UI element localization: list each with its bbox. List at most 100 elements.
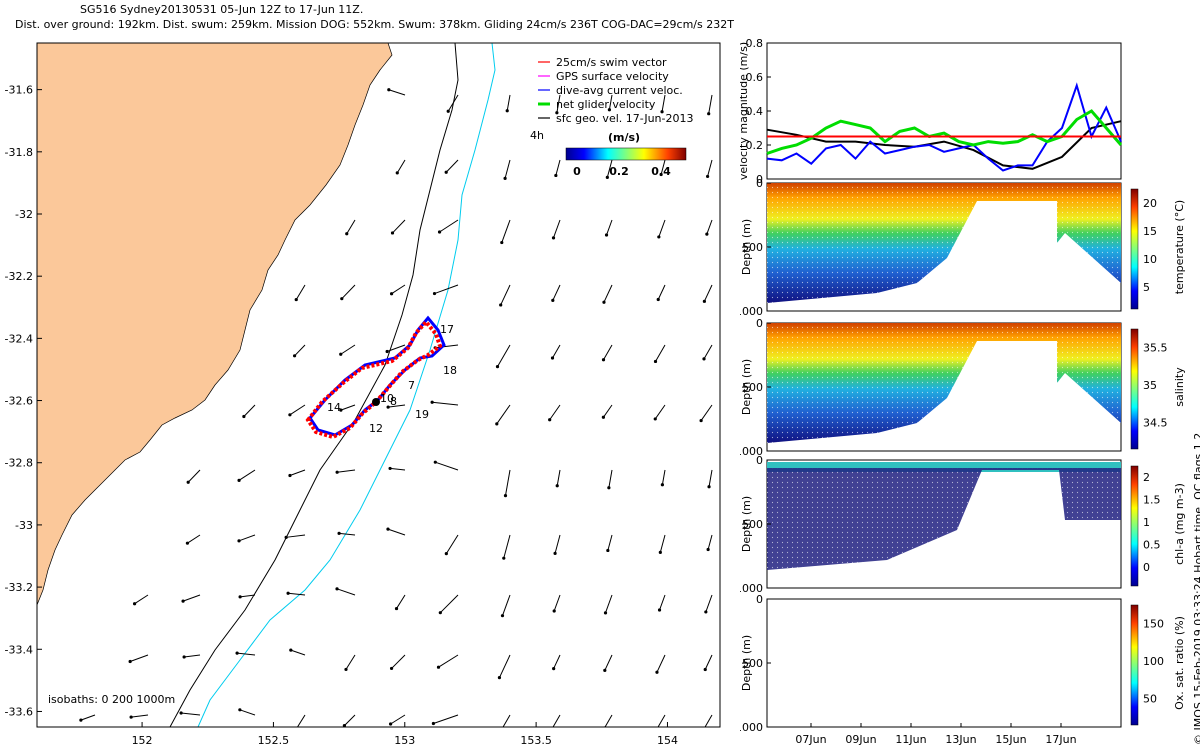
map-xtick: 152 xyxy=(132,734,153,747)
current-arrow xyxy=(704,654,713,670)
depth-tick: 1000 xyxy=(740,305,763,318)
current-arrow xyxy=(556,469,561,486)
current-arrow xyxy=(503,534,511,559)
current-arrow xyxy=(387,528,406,536)
legend-entry: net glider velocity xyxy=(556,98,656,111)
current-arrow xyxy=(345,654,356,670)
current-arrow xyxy=(708,469,713,487)
current-arrow xyxy=(504,469,511,496)
current-arrow xyxy=(708,94,713,114)
current-arrow xyxy=(659,534,666,553)
current-arrow xyxy=(555,159,561,176)
current-arrow xyxy=(502,594,511,616)
velocity-ytick: 0 xyxy=(756,173,763,186)
depth-label: Depth (m) xyxy=(740,496,753,552)
velocity-ytick: 0.8 xyxy=(746,37,764,50)
current-arrow xyxy=(655,344,666,362)
current-arrow xyxy=(552,344,561,359)
isobath-200 xyxy=(169,43,459,727)
map-axis-ticks: 152 152.5 153 153.5 154 -31.6 -31.8 -32 -32.2 -32… xyxy=(5,84,678,747)
current-arrow xyxy=(439,594,459,614)
current-arrow xyxy=(549,404,561,421)
current-arrow xyxy=(286,534,306,538)
depth-tick: 0 xyxy=(756,177,763,190)
colorbar-tick: 100 xyxy=(1143,655,1164,668)
isobaths-label: isobaths: 0 200 1000m xyxy=(48,693,175,706)
section-panel: 0 500 1000 Depth (m) 5 10 15 20 temperature (°C) xyxy=(740,177,1186,318)
map-xtick: 153 xyxy=(394,734,415,747)
current-arrow xyxy=(386,344,406,352)
section-colorbar xyxy=(1130,604,1139,726)
header-line2: Dist. over ground: 192km. Dist. swum: 25… xyxy=(15,18,734,31)
current-arrow xyxy=(296,714,306,727)
current-arrow xyxy=(602,404,613,418)
current-arrow xyxy=(239,709,256,716)
current-arrow xyxy=(187,469,201,483)
current-arrow xyxy=(340,404,356,411)
current-arrow xyxy=(433,714,459,724)
day-label: 19 xyxy=(415,408,429,421)
colorbar-tick: 1.5 xyxy=(1143,494,1161,507)
colorbar-tick: 0.2 xyxy=(609,165,629,178)
current-arrow xyxy=(340,344,356,355)
velocity-series xyxy=(766,82,1122,172)
section-panel: 0 500 1000 Depth (m) 34.5 35 35.5 salinity xyxy=(740,317,1186,458)
current-arrow xyxy=(295,284,306,300)
depth-tick: 0 xyxy=(756,593,763,606)
current-arrow xyxy=(654,404,666,420)
legend-entry: sfc geo. vel. 17-Jun-2013 xyxy=(556,112,693,125)
velocity-ytick: 0.2 xyxy=(746,139,764,152)
depth-label: Depth (m) xyxy=(740,219,753,275)
depth-tick: 1000 xyxy=(740,445,763,458)
day-label: 8 xyxy=(390,395,397,408)
depth-label: Depth (m) xyxy=(740,635,753,691)
current-arrow xyxy=(434,284,459,295)
date-tick: 17Jun xyxy=(1045,733,1076,746)
legend-entry: dive-avg current veloc. xyxy=(556,84,683,97)
current-arrow xyxy=(501,219,511,243)
map-ytick: -33.6 xyxy=(5,705,33,718)
section-colorbar xyxy=(1130,465,1139,587)
current-arrow xyxy=(603,284,613,303)
date-tick: 13Jun xyxy=(945,733,976,746)
section-colorbar xyxy=(1130,328,1139,450)
current-arrow xyxy=(657,284,666,300)
current-arrow xyxy=(498,654,511,678)
current-arrow xyxy=(497,344,511,367)
map-ytick: -32 xyxy=(15,208,33,221)
current-arrow xyxy=(552,284,561,301)
day-label: 18 xyxy=(443,364,457,377)
current-arrow xyxy=(445,159,459,173)
colorbar-label: Ox. sat. ratio (%) xyxy=(1173,616,1186,710)
current-arrow xyxy=(439,219,459,233)
current-arrow xyxy=(500,284,511,306)
colorbar-tick: 50 xyxy=(1143,692,1157,705)
colorbar-label: chl-a (mg m-3) xyxy=(1173,483,1186,565)
current-arrow xyxy=(556,94,561,113)
depth-tick: 1000 xyxy=(740,582,763,595)
legend-entry: 25cm/s swim vector xyxy=(556,56,667,69)
colorbar-tick: 35 xyxy=(1143,379,1157,392)
current-arrow xyxy=(131,714,149,718)
map-xtick: 152.5 xyxy=(258,734,290,747)
current-arrow xyxy=(506,94,511,111)
current-arrow xyxy=(390,467,406,471)
day-label: 7 xyxy=(408,379,415,392)
current-arrow xyxy=(238,469,256,481)
current-arrow xyxy=(134,594,149,605)
current-arrow xyxy=(290,649,306,656)
colorbar-tick: 2 xyxy=(1143,471,1150,484)
current-arrow xyxy=(553,219,561,239)
day-label: 17 xyxy=(440,323,454,336)
current-arrow xyxy=(435,461,459,471)
current-arrow xyxy=(181,712,201,716)
day-label: 12 xyxy=(369,422,383,435)
current-arrow xyxy=(240,594,256,598)
footer-timestamp: © IMOS 15-Feb-2019 03:33:24 Hobart time.… xyxy=(1192,433,1200,745)
current-arrow xyxy=(661,94,666,112)
colorbar-label: temperature (°C) xyxy=(1173,200,1186,294)
current-arrow xyxy=(392,219,406,234)
